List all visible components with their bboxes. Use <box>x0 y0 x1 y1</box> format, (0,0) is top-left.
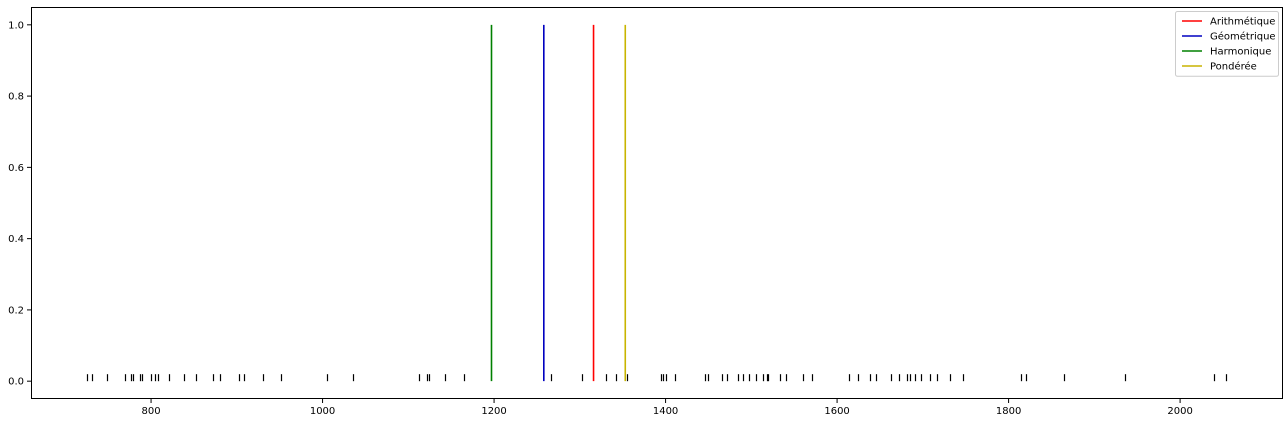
x-tick-label: 1600 <box>824 406 849 417</box>
y-tick-label: 0.6 <box>8 163 24 174</box>
x-axis: 800 1000 1200 1400 1600 1800 2000 <box>142 399 1193 417</box>
series-lines <box>490 24 627 382</box>
legend-label: Arithmétique <box>1210 16 1275 28</box>
x-tick-label: 1400 <box>653 406 678 417</box>
y-tick-label: 0.4 <box>8 234 24 245</box>
legend: Arithmétique Géométrique Harmonique Pondéré… <box>1175 11 1279 77</box>
rug-marks <box>86 374 1228 382</box>
plot-frame <box>31 7 1283 399</box>
y-tick-label: 0.8 <box>8 92 24 103</box>
y-axis: 0.0 0.2 0.4 0.6 0.8 1.0 <box>8 20 31 388</box>
legend-box <box>1175 11 1279 77</box>
x-tick-label: 1000 <box>310 406 335 417</box>
x-tick-label: 1200 <box>481 406 506 417</box>
legend-label: Pondérée <box>1210 61 1257 73</box>
y-tick-label: 1.0 <box>8 20 24 31</box>
x-tick-label: 1800 <box>996 406 1021 417</box>
y-tick-label: 0.2 <box>8 305 24 316</box>
x-tick-label: 800 <box>142 406 161 417</box>
x-tick-label: 2000 <box>1167 406 1192 417</box>
legend-label: Harmonique <box>1210 47 1271 58</box>
y-tick-label: 0.0 <box>8 377 24 388</box>
legend-label: Géométrique <box>1210 31 1276 43</box>
